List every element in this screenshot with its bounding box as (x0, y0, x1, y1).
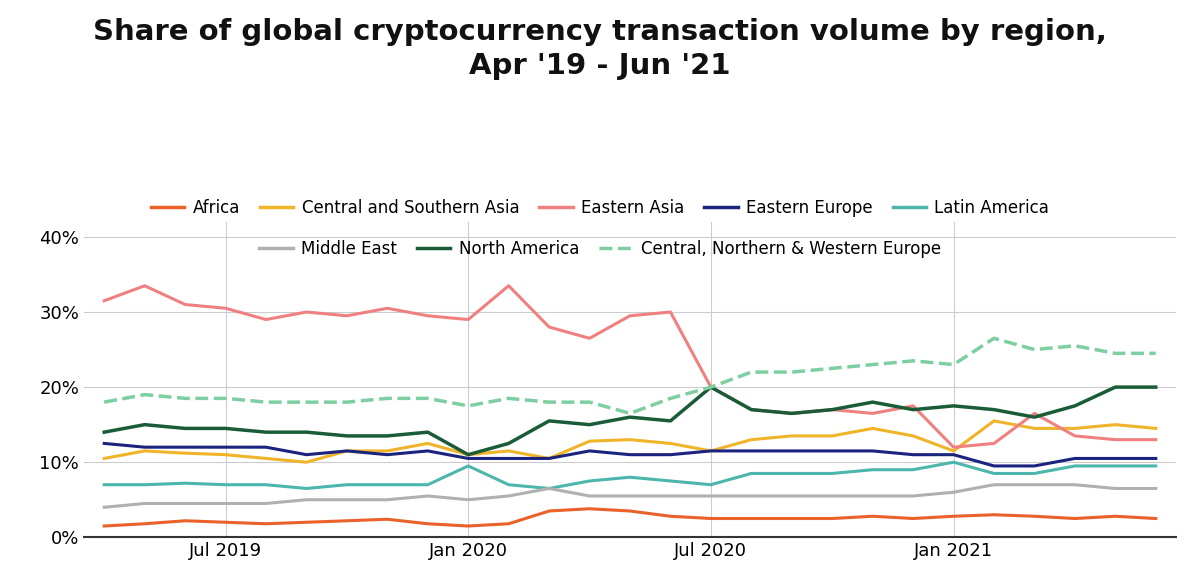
Text: Share of global cryptocurrency transaction volume by region,
Apr '19 - Jun '21: Share of global cryptocurrency transacti… (94, 18, 1106, 80)
Legend: Middle East, North America, Central, Northern & Western Europe: Middle East, North America, Central, Nor… (253, 233, 947, 265)
Legend: Africa, Central and Southern Asia, Eastern Asia, Eastern Europe, Latin America: Africa, Central and Southern Asia, Easte… (144, 192, 1056, 224)
